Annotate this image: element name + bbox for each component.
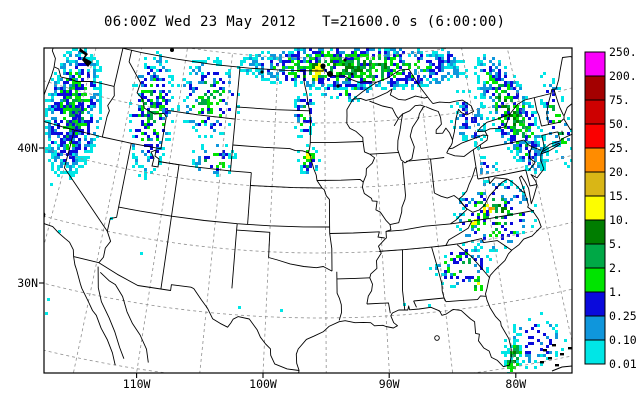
legend-value-label: 50. — [609, 117, 630, 131]
great-salt-lake — [150, 149, 160, 168]
plot-datetime: 06:00Z Wed 23 May 2012 — [104, 14, 297, 30]
legend-value-label: 200. — [609, 69, 637, 83]
legend-color-swatch — [584, 315, 606, 341]
canadian-lake — [327, 71, 333, 77]
bahamas-island — [543, 349, 547, 352]
canadian-lake — [320, 63, 326, 69]
legend-color-swatch — [584, 195, 606, 221]
small-lakes — [150, 149, 440, 341]
legend-value-label: 15. — [609, 189, 630, 203]
legend-color-swatch — [584, 75, 606, 101]
x-axis-label: 110W — [122, 377, 151, 391]
map-frame — [43, 47, 573, 374]
legend-color-swatch — [584, 243, 606, 269]
bahamas-island — [560, 353, 564, 356]
lake-okeechobee — [434, 335, 440, 341]
legend-color-swatch — [584, 99, 606, 125]
axis-ticks — [39, 147, 517, 378]
legend-color-swatch — [584, 267, 606, 293]
bahamas-island — [540, 361, 544, 364]
canadian-lake — [350, 72, 354, 76]
bahamas-island — [548, 357, 552, 360]
y-axis-label: 40N — [17, 141, 38, 155]
water-features — [79, 48, 572, 372]
bahamas-island — [552, 344, 556, 347]
legend-value-label: 25. — [609, 141, 630, 155]
bahamas-island — [555, 364, 559, 367]
legend-color-swatch — [584, 51, 606, 77]
bahamas-island — [568, 347, 572, 350]
coastlines-and-state-borders — [44, 48, 572, 373]
x-axis-label: 90W — [378, 377, 400, 391]
plot-timestep: T=21600.0 s (6:00:00) — [322, 14, 506, 30]
canadian-lake — [170, 48, 174, 52]
x-axis-label: 80W — [505, 377, 527, 391]
legend-value-label: 0.10 — [609, 333, 637, 347]
legend-value-label: 75. — [609, 93, 630, 107]
precip-shading — [45, 48, 572, 373]
legend-value-label: 2. — [609, 261, 623, 275]
legend-value-label: 10. — [609, 213, 630, 227]
legend-color-swatch — [584, 171, 606, 197]
legend-value-label: 0.25 — [609, 309, 637, 323]
legend-value-label: 5. — [609, 237, 623, 251]
map-content — [44, 48, 572, 373]
canadian-lake — [260, 70, 264, 74]
x-axis-label: 100W — [249, 377, 277, 391]
legend-value-label: 0.01 — [609, 357, 637, 371]
legend-value-label: 20. — [609, 165, 630, 179]
y-axis-label: 30N — [17, 276, 38, 290]
legend-value-label: 1. — [609, 285, 623, 299]
legend-color-swatch — [584, 123, 606, 149]
cuba-coast — [551, 365, 572, 372]
legend-color-swatch — [584, 291, 606, 317]
legend-color-swatch — [584, 147, 606, 173]
legend-color-swatch — [584, 219, 606, 245]
puget-sound — [79, 48, 92, 67]
legend-value-label: 250. — [609, 45, 637, 59]
canadian-lake — [336, 84, 340, 88]
legend-color-swatch — [584, 339, 606, 365]
plot-title: 06:00Z Wed 23 May 2012 T=21600.0 s (6:00… — [0, 14, 640, 34]
canadian-lake — [343, 58, 347, 62]
